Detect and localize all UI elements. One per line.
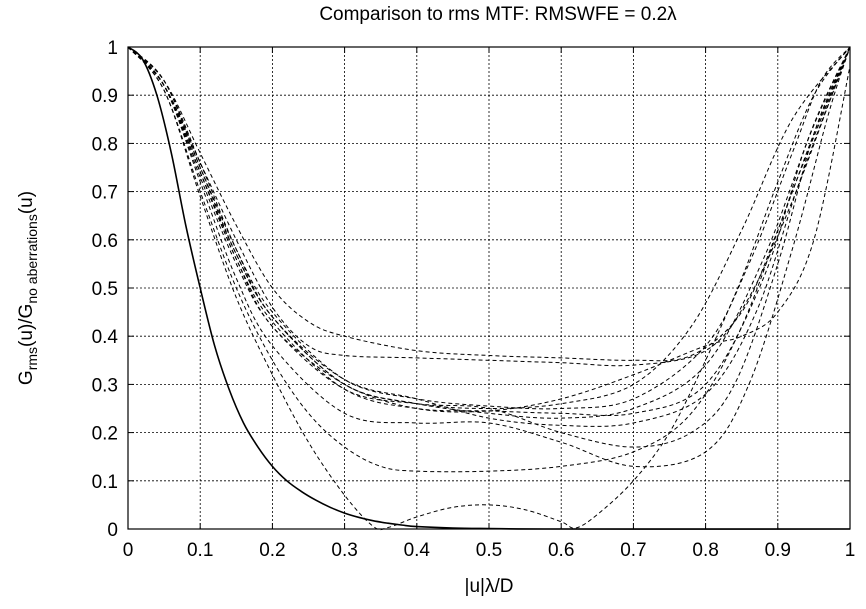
series-layer — [127, 46, 851, 531]
dashed-series-line-12 — [127, 46, 851, 413]
dashed-series-line-10 — [127, 46, 851, 473]
x-tick-label: 0.5 — [476, 540, 502, 561]
y-label-mid: (u)/G — [16, 304, 37, 347]
x-tick-label: 0.9 — [765, 540, 791, 561]
dashed-series-line-1 — [127, 46, 851, 362]
y-tick-label: 0.6 — [92, 231, 118, 252]
y-tick-label: 0.1 — [92, 472, 118, 493]
grid — [128, 47, 850, 529]
x-tick-label: 0.7 — [620, 540, 646, 561]
y-tick-label: 0 — [107, 520, 118, 541]
x-tick-label: 1 — [845, 540, 856, 561]
y-label-sub2: no aberrations — [24, 214, 40, 304]
y-tick-label: 0.4 — [92, 327, 119, 348]
y-tick-label: 0.5 — [92, 279, 118, 300]
dashed-series-line-9 — [127, 46, 851, 468]
x-tick-label: 0 — [123, 540, 134, 561]
x-tick-label: 0.8 — [692, 540, 718, 561]
solid-series-line — [127, 46, 851, 530]
x-tick-label: 0.6 — [548, 540, 574, 561]
ticks — [127, 46, 851, 530]
x-tick-label: 0.2 — [259, 540, 285, 561]
y-tick-label: 0.9 — [92, 86, 118, 107]
x-axis-label: |u|λ/D — [465, 576, 514, 597]
dashed-series-line-2 — [127, 46, 851, 367]
y-axis-label: Grms(u)/Gno aberrations(u) — [16, 191, 40, 385]
y-tick-label: 1 — [107, 38, 118, 59]
dashed-series-line-3 — [127, 46, 851, 410]
y-tick-label: 0.2 — [92, 424, 118, 445]
x-tick-label: 0.4 — [404, 540, 431, 561]
y-tick-label: 0.3 — [92, 375, 118, 396]
y-label-end: (u) — [16, 191, 37, 214]
dashed-series-line-7 — [127, 46, 851, 427]
tick-labels: 0 0.1 0.2 0.3 0.4 0.5 0.6 0.7 0.8 0.9 1 0 0.1 0.2 0.3 0… — [92, 38, 856, 561]
y-tick-label: 0.8 — [92, 134, 118, 155]
y-label-sub1: rms — [24, 347, 40, 370]
dashed-series-line-6 — [127, 46, 851, 419]
chart-title: Comparison to rms MTF: RMSWFE = 0.2λ — [319, 4, 677, 25]
y-label-main: G — [16, 370, 37, 385]
x-tick-label: 0.3 — [331, 540, 357, 561]
x-tick-label: 0.1 — [187, 540, 213, 561]
y-tick-label: 0.7 — [92, 183, 118, 204]
